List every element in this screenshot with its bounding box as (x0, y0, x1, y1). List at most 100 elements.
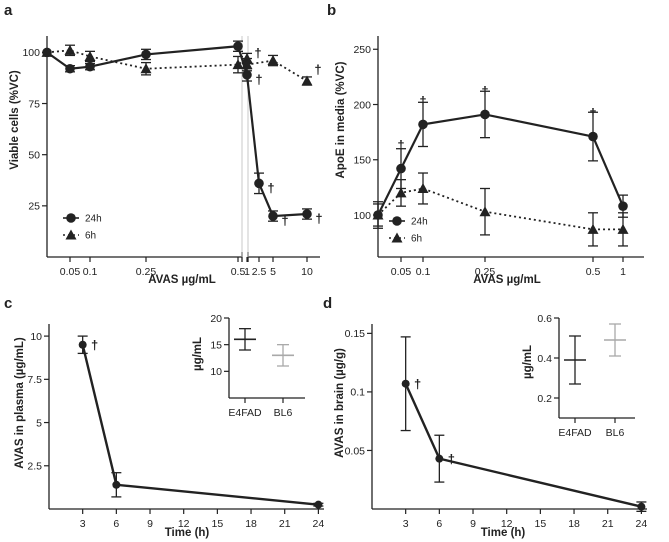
panel-b: ApoE in media (%VC) AVAS µg/mL 100 150 200… (335, 36, 644, 286)
a-series-24h-point-4 (233, 41, 243, 52)
a-series-24h-dagger-8: † (315, 211, 322, 226)
a-series-24h-point-6 (254, 178, 264, 189)
b-series-6h-point-5 (617, 223, 629, 234)
d-x-tick-label-5: 18 (568, 518, 580, 530)
a-series-24h-dagger-7: † (281, 213, 288, 228)
c-y-tick-label-3: 10 (30, 331, 42, 343)
b-y-tick-label-1: 150 (353, 155, 371, 167)
a-series-24h-point-3 (141, 49, 151, 60)
d-inset-category-label-1: BL6 (606, 427, 625, 439)
a-series-6h-point-1 (64, 44, 76, 55)
a-series-6h-point-8 (301, 75, 313, 86)
b-series-24h-dagger-2: † (419, 93, 426, 108)
c-inset-y-tick-label-0: 10 (210, 366, 222, 378)
b-series-24h-point-5 (618, 201, 628, 211)
b-series-24h-dagger-3: † (481, 83, 488, 98)
a-x-tick-label-0: 0.05 (60, 266, 81, 278)
panel-label-d: d (323, 295, 332, 312)
d-inset-y-tick-label-1: 0.4 (537, 353, 552, 365)
d-x-tick-label-7: 24 (636, 518, 648, 530)
b-y-tick-label-0: 100 (353, 210, 371, 222)
a-x-tick-label-4: 1 (244, 266, 250, 278)
d-series-point-1 (435, 454, 444, 463)
xlabel-a: AVAS µg/mL (148, 274, 216, 286)
d-x-tick-label-3: 12 (501, 518, 513, 530)
plot-c: 2.5 5 7.5 10 3 6 9 12 15 18 21 24 † 10 15 20 E4FAD BL6 (27, 313, 324, 530)
b-x-tick-label-2: 0.25 (475, 266, 496, 278)
d-y-tick-label-1: 0.1 (350, 387, 365, 399)
c-x-tick-label-2: 9 (147, 518, 153, 530)
d-series-point-0 (401, 379, 410, 388)
a-series-6h-point-0 (41, 46, 53, 57)
c-series-point-2 (314, 500, 323, 509)
d-series-line (404, 383, 642, 508)
a-x-tick-label-3: 0.5 (231, 266, 246, 278)
a-series-6h-dagger-8: † (314, 62, 321, 77)
d-x-tick-label-1: 6 (436, 518, 442, 530)
a-x-tick-label-2: 0.25 (136, 266, 157, 278)
a-series-6h-dagger-6: † (254, 46, 261, 61)
ylabel-a: Viable cells (%VC) (9, 70, 21, 170)
ylabel-d: AVAS in brain (µg/g) (334, 348, 346, 458)
ylabel-c: AVAS in plasma (µg/mL) (14, 337, 26, 469)
d-inset-y-tick-label-2: 0.6 (537, 313, 552, 325)
c-x-tick-label-6: 21 (279, 518, 291, 530)
c-y-tick-label-0: 2.5 (27, 461, 42, 473)
d-series-dagger-1: † (448, 452, 455, 467)
b-series-6h-point-0 (372, 209, 384, 220)
panel-d: AVAS in brain (µg/g) Time (h) µg/mL 0.05… (334, 313, 647, 539)
d-series-dagger-0: † (414, 377, 421, 392)
c-series-point-1 (112, 480, 121, 489)
plot-a: 25 50 75 100 0.05 0.1 0.25 0.51 2.5 5 10 † † † † † † 24h 6… (22, 36, 323, 278)
plot-d: 0.05 0.1 0.15 3 6 9 12 15 18 21 24 † † 0.2 0.4 0.6 E4FAD… (345, 313, 648, 530)
d-y-tick-label-2: 0.15 (345, 328, 366, 340)
panel-a: Viable cells (%VC) AVAS µg/mL 25 50 75 100 0… (9, 36, 323, 286)
plot-b: 100 150 200 250 0.05 0.1 0.25 0.5 1 † † † † 24h 6h (353, 36, 644, 278)
a-y-tick-label-1: 50 (28, 149, 40, 161)
d-y-tick-label-0: 0.05 (345, 445, 366, 457)
b-series-24h-point-3 (480, 109, 490, 120)
c-series-dagger-0: † (91, 338, 98, 353)
a-series-24h-point-2 (85, 61, 95, 72)
c-x-tick-label-5: 18 (245, 518, 257, 530)
c-x-tick-label-4: 15 (212, 518, 224, 530)
panel-label-b: b (327, 2, 336, 19)
panel-label-c: c (4, 295, 12, 312)
b-legend-label-1: 6h (411, 234, 422, 245)
a-series-6h-point-4 (232, 59, 244, 70)
a-x-tick-label-5: 2.5 (252, 266, 267, 278)
panel-label-a: a (4, 2, 13, 19)
a-legend-label-0: 24h (85, 214, 102, 225)
d-x-tick-label-0: 3 (403, 518, 409, 530)
b-x-tick-label-1: 0.1 (416, 266, 431, 278)
c-y-tick-label-2: 7.5 (27, 374, 42, 386)
a-y-tick-label-2: 75 (28, 98, 40, 110)
a-series-24h-point-8 (302, 209, 312, 219)
a-x-tick-label-7: 10 (301, 266, 313, 278)
d-x-tick-label-4: 15 (535, 518, 547, 530)
a-series-6h-point-3 (140, 63, 152, 74)
b-legend-marker-1 (391, 232, 403, 243)
a-legend-marker-1 (65, 229, 77, 240)
c-inset-y-tick-label-1: 15 (210, 339, 222, 351)
a-series-6h-point-2 (84, 50, 96, 61)
b-y-tick-label-2: 200 (353, 99, 371, 111)
b-series-6h-point-4 (587, 223, 599, 234)
b-y-tick-label-3: 250 (353, 44, 371, 56)
c-x-tick-label-1: 6 (113, 518, 119, 530)
a-x-tick-label-6: 5 (270, 266, 276, 278)
c-x-tick-label-7: 24 (313, 518, 325, 530)
c-inset-category-label-0: E4FAD (228, 407, 262, 419)
a-series-24h-point-7 (268, 211, 278, 221)
d-inset-y-tick-label-0: 0.2 (537, 393, 552, 405)
a-y-tick-label-3: 100 (22, 47, 40, 59)
c-x-tick-label-0: 3 (80, 518, 86, 530)
xlabel-b: AVAS µg/mL (473, 274, 541, 286)
d-series-point-2 (637, 502, 646, 511)
ylabel-b: ApoE in media (%VC) (335, 61, 347, 178)
panel-c: AVAS in plasma (µg/mL) Time (h) µg/mL 2.… (14, 313, 324, 539)
a-series-24h-point-5 (242, 70, 252, 80)
a-series-6h-point-7 (267, 55, 279, 66)
